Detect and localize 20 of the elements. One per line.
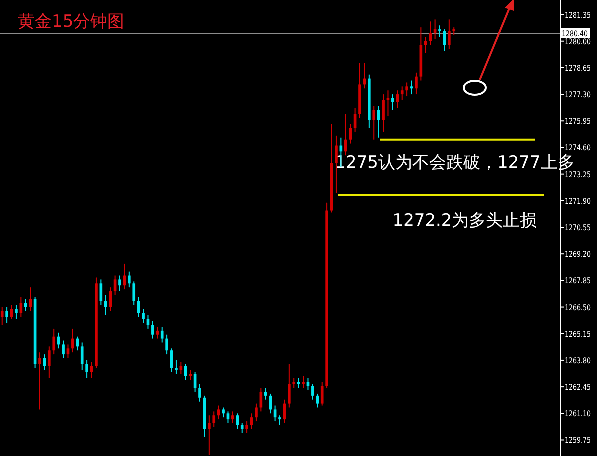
- y-tick-label: 1277.30: [565, 90, 597, 100]
- y-tick-label: 1261.10: [565, 410, 597, 419]
- y-tick-label: 1281.35: [565, 10, 597, 20]
- y-tick-label: 1266.50: [565, 303, 597, 312]
- price-label: 1280.40: [562, 29, 596, 38]
- y-tick-label: 1273.25: [565, 170, 597, 180]
- y-tick-label: 1280.00: [565, 37, 597, 46]
- y-tick-label: 1267.85: [565, 276, 597, 286]
- y-tick-label: 1271.90: [565, 196, 597, 206]
- y-tick-label: 1265.15: [565, 330, 597, 339]
- ref-line-label: 1272.2为多头止损: [392, 211, 538, 231]
- text: 黄金15分钟图: [18, 12, 125, 32]
- y-tick-label: 1259.75: [565, 436, 597, 446]
- y-tick-label: 1269.20: [565, 250, 597, 260]
- y-tick-label: 1262.45: [565, 383, 597, 392]
- y-tick-label: 1270.55: [565, 224, 597, 233]
- y-tick-label: 1274.60: [565, 144, 597, 153]
- y-tick-label: 1275.95: [565, 117, 597, 126]
- y-tick-label: 1263.80: [565, 356, 597, 366]
- y-tick-label: 1278.65: [565, 64, 597, 73]
